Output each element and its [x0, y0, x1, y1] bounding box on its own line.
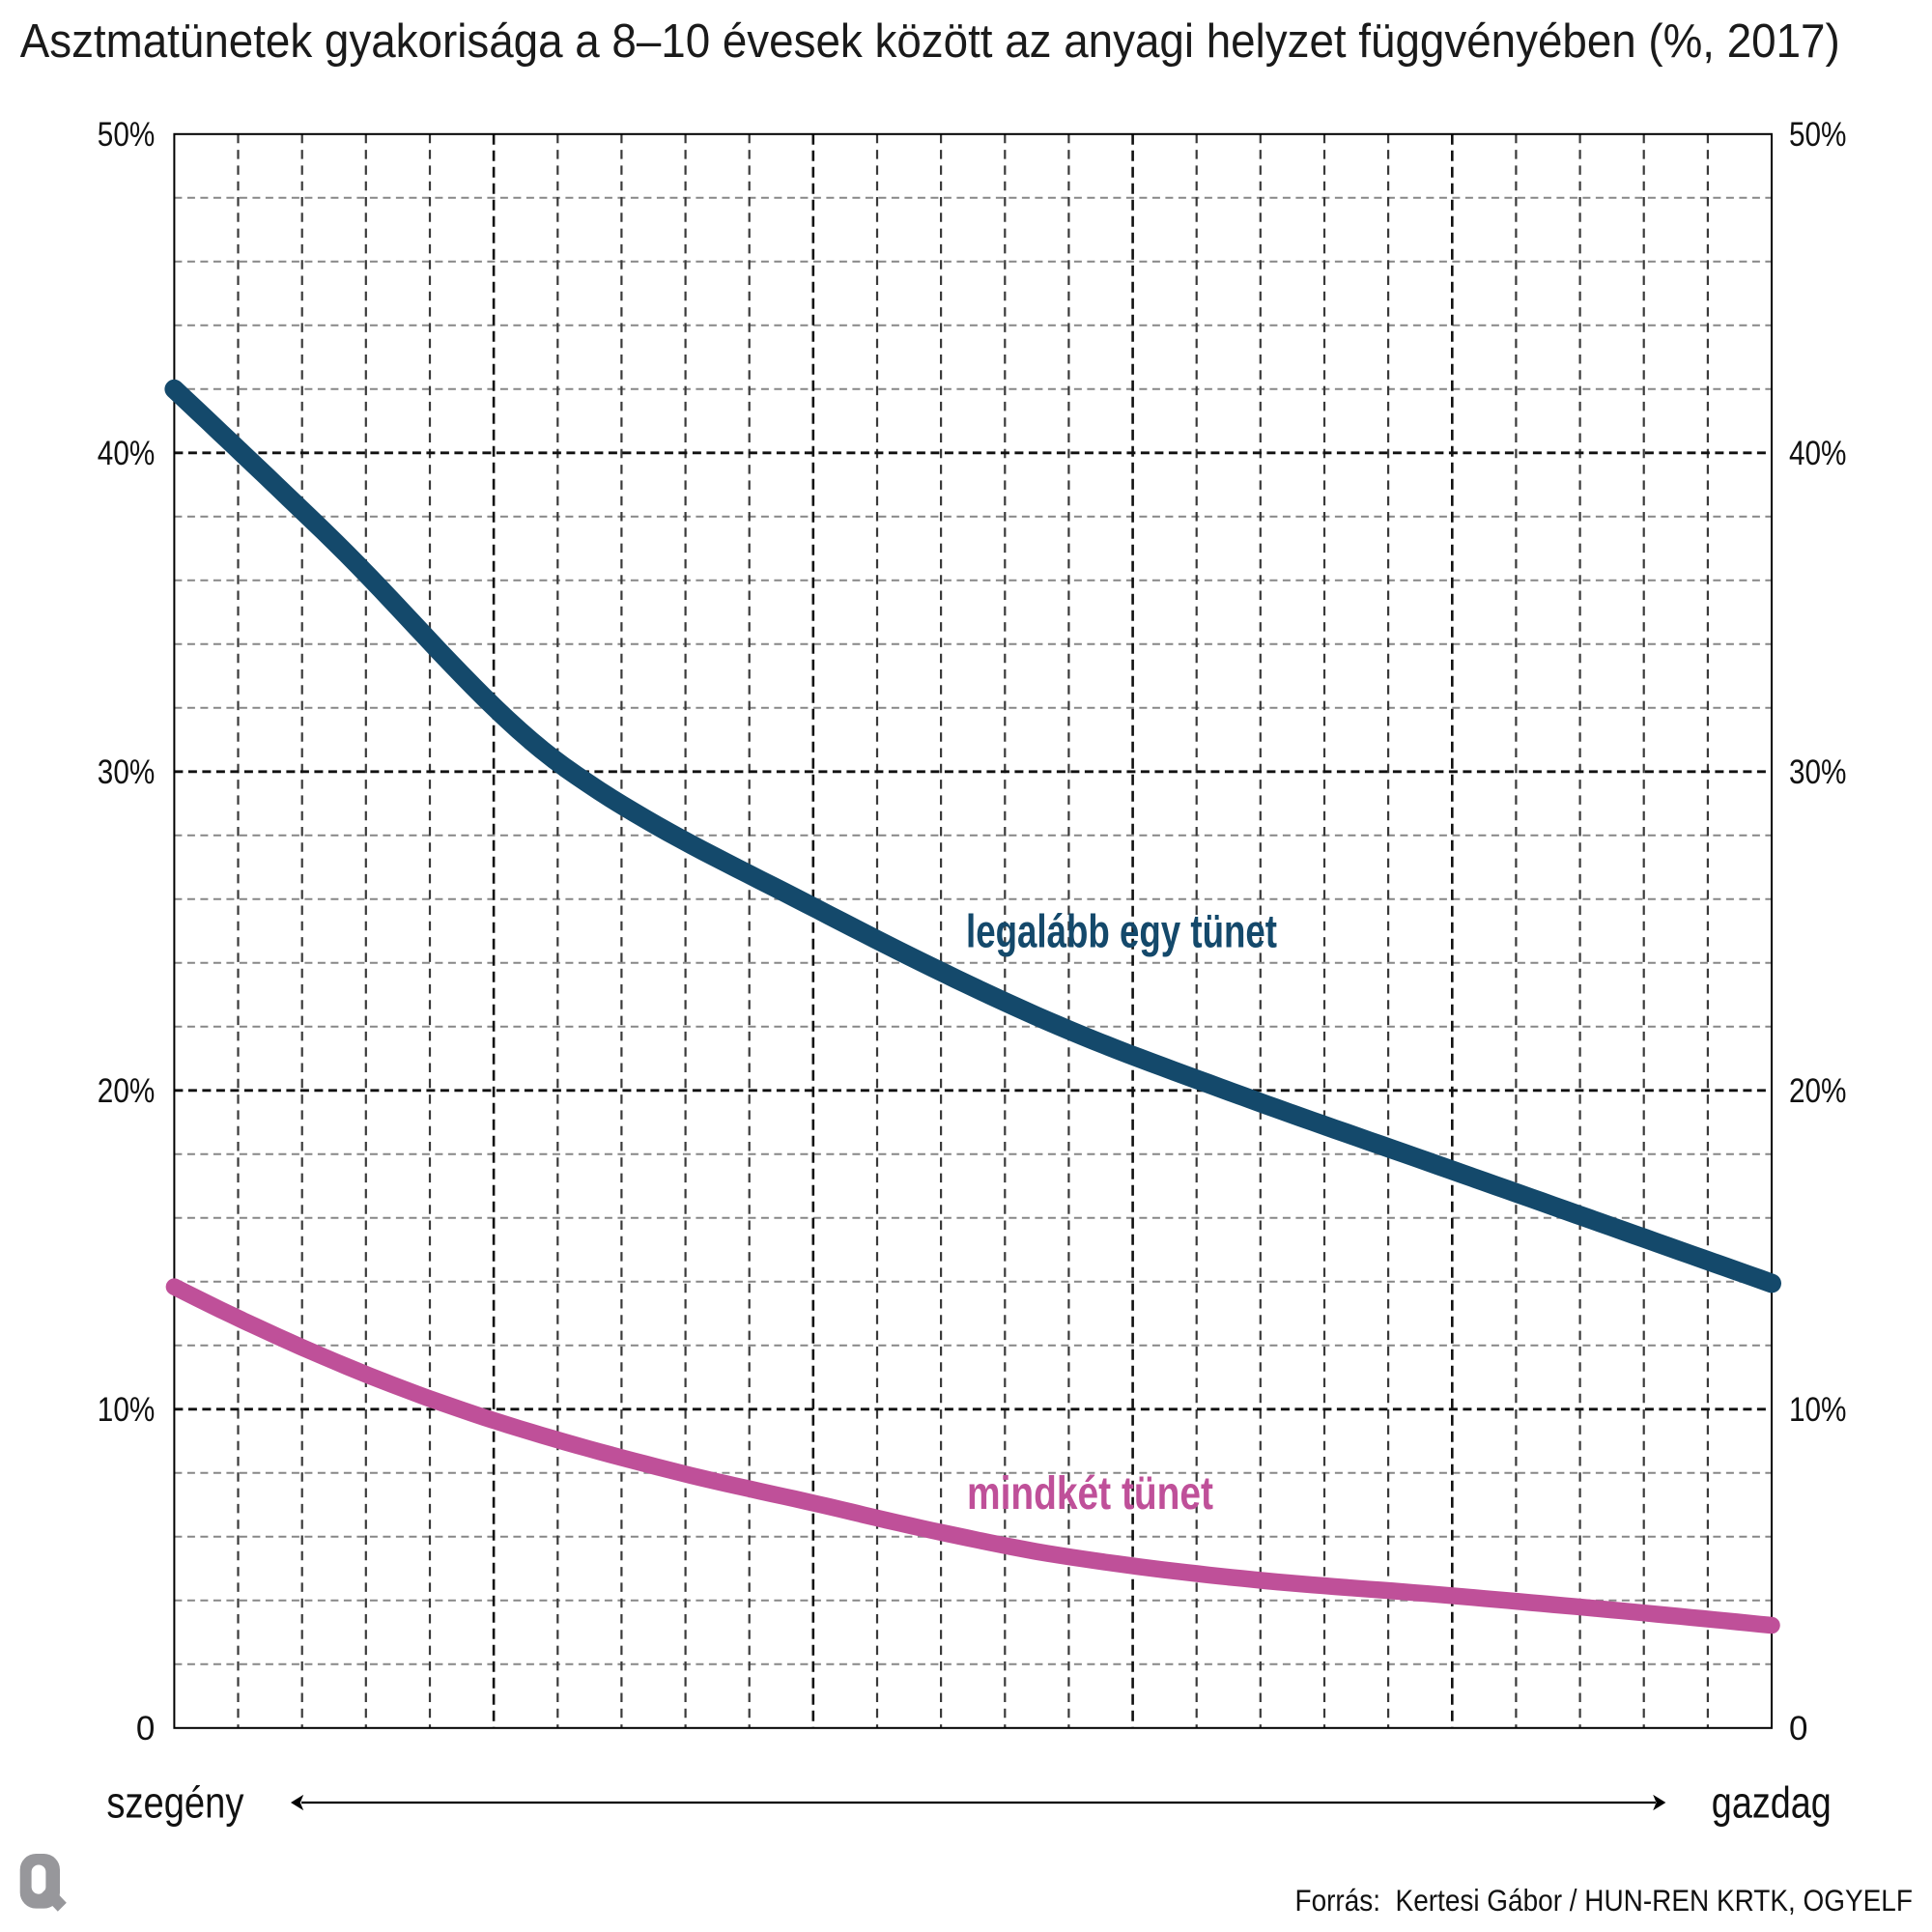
- svg-text:szegény: szegény: [106, 1778, 243, 1828]
- svg-text:40%: 40%: [1789, 435, 1847, 472]
- svg-text:0: 0: [136, 1710, 155, 1747]
- svg-text:legalább egy tünet: legalább egy tünet: [966, 906, 1277, 957]
- svg-text:mindkét tünet: mindkét tünet: [967, 1468, 1213, 1520]
- svg-text:Asztmatünetek gyakorisága a 8–: Asztmatünetek gyakorisága a 8–10 évesek …: [20, 15, 1840, 68]
- svg-text:10%: 10%: [1789, 1391, 1847, 1429]
- svg-text:10%: 10%: [98, 1391, 156, 1429]
- svg-text:40%: 40%: [98, 435, 156, 472]
- svg-text:20%: 20%: [98, 1072, 156, 1110]
- svg-text:30%: 30%: [98, 753, 156, 791]
- svg-text:gazdag: gazdag: [1712, 1778, 1832, 1828]
- svg-text:30%: 30%: [1789, 753, 1847, 791]
- svg-text:20%: 20%: [1789, 1072, 1847, 1110]
- svg-text:Forrás: Kertesi Gábor / HUN-R: Forrás: Kertesi Gábor / HUN-REN KRTK, OG…: [1295, 1883, 1913, 1918]
- svg-text:50%: 50%: [98, 116, 156, 154]
- svg-text:50%: 50%: [1789, 116, 1847, 154]
- svg-text:0: 0: [1789, 1710, 1807, 1747]
